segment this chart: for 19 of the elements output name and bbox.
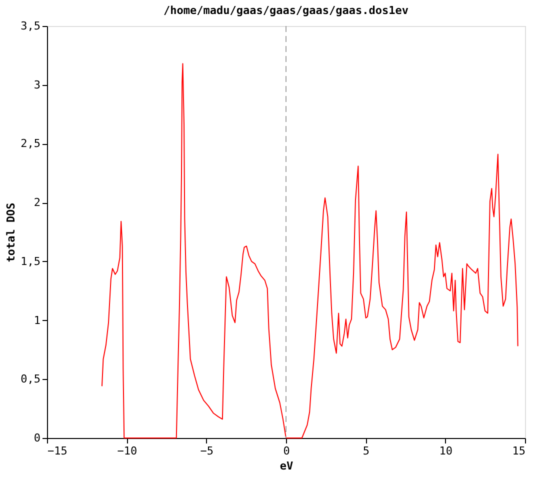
y-tick-label: 3	[34, 78, 40, 92]
y-axis-title: total DOS	[4, 202, 18, 262]
x-tick-label: 15	[512, 444, 526, 458]
y-tick-label: 0	[34, 432, 40, 444]
line-series	[101, 63, 518, 438]
x-tick-label: −10	[117, 444, 138, 458]
x-axis-title: eV	[280, 460, 294, 472]
y-tick-label: 2,5	[20, 137, 40, 150]
y-tick-label: 0,5	[20, 372, 40, 386]
y-tick-label: 3,5	[20, 20, 40, 32]
y-tick-label: 2	[34, 196, 40, 210]
x-tick-label: −5	[200, 444, 214, 458]
x-tick-label: 10	[439, 444, 452, 458]
x-tick-label: −15	[48, 444, 68, 458]
y-tick-label: 1,5	[20, 254, 40, 268]
x-tick-label: 0	[283, 444, 290, 458]
x-tick-label: 5	[362, 444, 370, 458]
chart-title: /home/madu/gaas/gaas/gaas/gaas.dos1ev	[163, 4, 409, 17]
y-tick-label: 1	[34, 314, 40, 327]
